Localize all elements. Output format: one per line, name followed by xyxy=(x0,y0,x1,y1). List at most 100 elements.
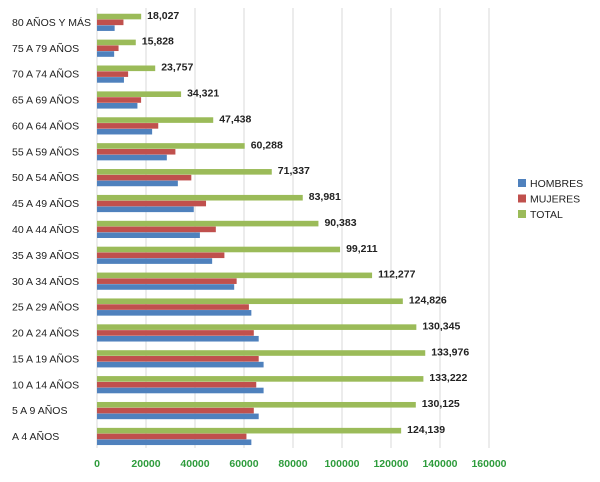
bar-total xyxy=(97,401,416,408)
legend-swatch-total xyxy=(518,210,526,218)
category-label: 50 A 54 AÑOS xyxy=(12,171,79,184)
category-label: 60 A 64 AÑOS xyxy=(12,119,79,132)
bar-hombres xyxy=(97,361,264,368)
data-label: 130,125 xyxy=(422,398,460,410)
bar-hombres xyxy=(97,180,178,187)
category-label: 75 A 79 AÑOS xyxy=(12,42,79,55)
bar-mujeres xyxy=(97,97,142,103)
x-tick-label: 20000 xyxy=(131,458,160,470)
data-label: 124,139 xyxy=(407,424,445,436)
bar-hombres xyxy=(97,25,115,31)
bar-total xyxy=(97,220,319,227)
bar-mujeres xyxy=(97,381,257,388)
data-label: 47,438 xyxy=(219,113,251,125)
bar-hombres xyxy=(97,51,115,57)
bar-mujeres xyxy=(97,200,207,207)
bar-total xyxy=(97,350,426,356)
bar-hombres xyxy=(97,206,194,213)
bar-total xyxy=(97,272,373,279)
bar-total xyxy=(97,324,417,330)
bar-total xyxy=(97,39,136,46)
bar-mujeres xyxy=(97,252,225,259)
category-label: 5 A 9 AÑOS xyxy=(12,404,67,417)
category-label: 45 A 49 AÑOS xyxy=(12,197,79,210)
bar-total xyxy=(97,143,245,149)
data-label: 99,211 xyxy=(346,243,378,255)
data-label: 133,976 xyxy=(431,346,469,358)
category-label: 15 A 19 AÑOS xyxy=(12,352,79,365)
legend-label-hombres: HOMBRES xyxy=(530,178,583,190)
category-label: 35 A 39 AÑOS xyxy=(12,249,79,262)
data-label: 34,321 xyxy=(187,87,219,99)
bar-mujeres xyxy=(97,433,247,440)
data-label: 83,981 xyxy=(309,191,341,203)
bar-mujeres xyxy=(97,304,249,310)
bar-mujeres xyxy=(97,174,192,181)
x-tick-label: 80000 xyxy=(278,458,307,470)
category-label: 10 A 14 AÑOS xyxy=(12,378,79,391)
bar-total xyxy=(97,194,303,201)
x-tick-label: 160000 xyxy=(471,458,506,470)
bar-hombres xyxy=(97,387,264,394)
data-label: 133,222 xyxy=(429,372,467,384)
bar-mujeres xyxy=(97,278,237,284)
data-label: 124,826 xyxy=(409,295,447,307)
bar-mujeres xyxy=(97,330,254,336)
data-label: 18,027 xyxy=(147,10,179,22)
bar-hombres xyxy=(97,258,213,264)
bar-total xyxy=(97,246,341,253)
category-label: 25 A 29 AÑOS xyxy=(12,301,79,314)
bar-hombres xyxy=(97,232,200,238)
category-label: A 4 AÑOS xyxy=(12,430,59,443)
bar-hombres xyxy=(97,310,252,316)
category-label: 20 A 24 AÑOS xyxy=(12,327,79,340)
bar-total xyxy=(97,427,402,434)
legend-label-total: TOTAL xyxy=(530,209,563,221)
category-label: 80 AÑOS Y MÁS xyxy=(12,16,91,29)
x-tick-label: 40000 xyxy=(180,458,209,470)
bar-hombres xyxy=(97,284,235,290)
x-tick-label: 100000 xyxy=(324,458,359,470)
category-label: 55 A 59 AÑOS xyxy=(12,145,79,158)
bar-hombres xyxy=(97,154,167,161)
bar-total xyxy=(97,65,156,72)
bar-hombres xyxy=(97,128,153,135)
legend-swatch-hombres xyxy=(518,179,526,187)
x-tick-label: 0 xyxy=(94,458,100,470)
category-label: 65 A 69 AÑOS xyxy=(12,94,79,107)
bar-mujeres xyxy=(97,356,259,362)
bar-mujeres xyxy=(97,226,216,233)
data-label: 15,828 xyxy=(142,36,174,48)
legend-swatch-mujeres xyxy=(518,194,526,203)
data-label: 60,288 xyxy=(251,139,283,151)
category-label: 70 A 74 AÑOS xyxy=(12,68,79,81)
bar-total xyxy=(97,13,142,20)
bar-mujeres xyxy=(97,45,119,52)
bar-hombres xyxy=(97,77,124,83)
bar-mujeres xyxy=(97,148,176,155)
bar-mujeres xyxy=(97,407,254,414)
bar-hombres xyxy=(97,335,259,342)
bar-hombres xyxy=(97,439,252,446)
bar-mujeres xyxy=(97,123,159,129)
bar-mujeres xyxy=(97,71,129,77)
bar-hombres xyxy=(97,413,259,420)
data-label: 112,277 xyxy=(378,269,416,281)
x-tick-label: 60000 xyxy=(229,458,258,470)
bar-mujeres xyxy=(97,19,124,26)
data-label: 90,383 xyxy=(324,217,356,229)
bar-hombres xyxy=(97,102,138,109)
x-tick-label: 140000 xyxy=(422,458,457,470)
data-label: 23,757 xyxy=(161,62,193,74)
category-label: 40 A 44 AÑOS xyxy=(12,223,79,236)
bar-total xyxy=(97,117,214,123)
bar-total xyxy=(97,298,403,305)
bar-total xyxy=(97,91,182,97)
data-label: 71,337 xyxy=(278,165,310,177)
category-label: 30 A 34 AÑOS xyxy=(12,275,79,288)
legend-label-mujeres: MUJERES xyxy=(530,194,580,206)
bar-total xyxy=(97,169,272,175)
data-label: 130,345 xyxy=(422,320,460,332)
x-tick-label: 120000 xyxy=(373,458,408,470)
